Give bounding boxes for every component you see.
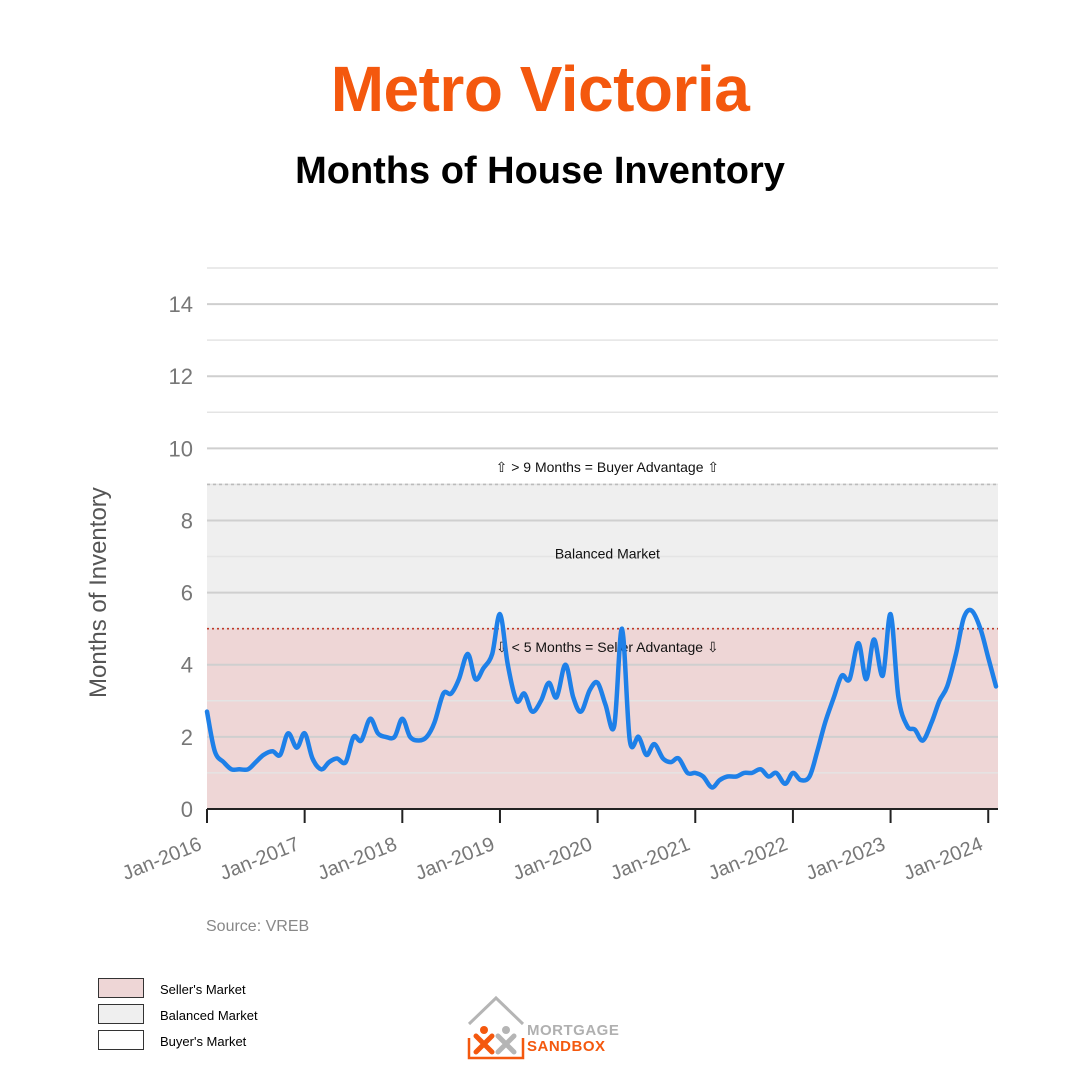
y-tick-label: 0: [181, 797, 193, 822]
y-tick-label: 14: [169, 292, 193, 317]
legend-label: Buyer's Market: [160, 1034, 247, 1049]
y-tick-label: 10: [169, 436, 193, 461]
y-tick-label: 8: [181, 508, 193, 533]
x-tick-label: Jan-2016: [119, 833, 205, 885]
x-tick-label: Jan-2023: [803, 833, 889, 885]
legend-swatch-balanced-market: [98, 1004, 144, 1024]
house-logo-icon: [467, 995, 525, 1060]
legend-label: Balanced Market: [160, 1008, 258, 1023]
y-tick-label: 4: [181, 653, 193, 678]
x-tick-label: Jan-2018: [315, 833, 401, 885]
mortgage-sandbox-logo: MORTGAGE SANDBOX: [466, 994, 626, 1064]
y-tick-label: 6: [181, 581, 193, 606]
y-axis-label: Months of Inventory: [85, 487, 112, 698]
annotation-seller-advantage: ⇩ < 5 Months = Seller Advantage ⇩: [496, 639, 719, 655]
annotation-buyer-advantage: ⇧ > 9 Months = Buyer Advantage ⇧: [496, 459, 719, 475]
chart-subtitle: Months of House Inventory: [295, 150, 785, 192]
logo-text-top: MORTGAGE: [527, 1022, 620, 1039]
x-tick-label: Jan-2017: [217, 833, 303, 885]
x-tick-label: Jan-2019: [412, 833, 498, 885]
x-tick-label: Jan-2024: [901, 833, 987, 885]
logo-text-bottom: SANDBOX: [527, 1038, 606, 1055]
series-line-inventory: [204, 607, 999, 790]
x-tick-label: Jan-2022: [705, 833, 791, 885]
y-tick-label: 12: [169, 364, 193, 389]
legend-swatch-buyers-market: [98, 1030, 144, 1050]
annotation-balanced-market: Balanced Market: [555, 545, 660, 561]
x-tick-label: Jan-2021: [608, 833, 694, 885]
legend-swatch-sellers-market: [98, 978, 144, 998]
legend-label: Seller's Market: [160, 982, 246, 997]
page-title: Metro Victoria: [330, 53, 750, 125]
y-tick-label: 2: [181, 725, 193, 750]
band-sellers-market: [207, 628, 998, 809]
source-note: Source: VREB: [206, 918, 310, 935]
x-tick-label: Jan-2020: [510, 833, 596, 885]
